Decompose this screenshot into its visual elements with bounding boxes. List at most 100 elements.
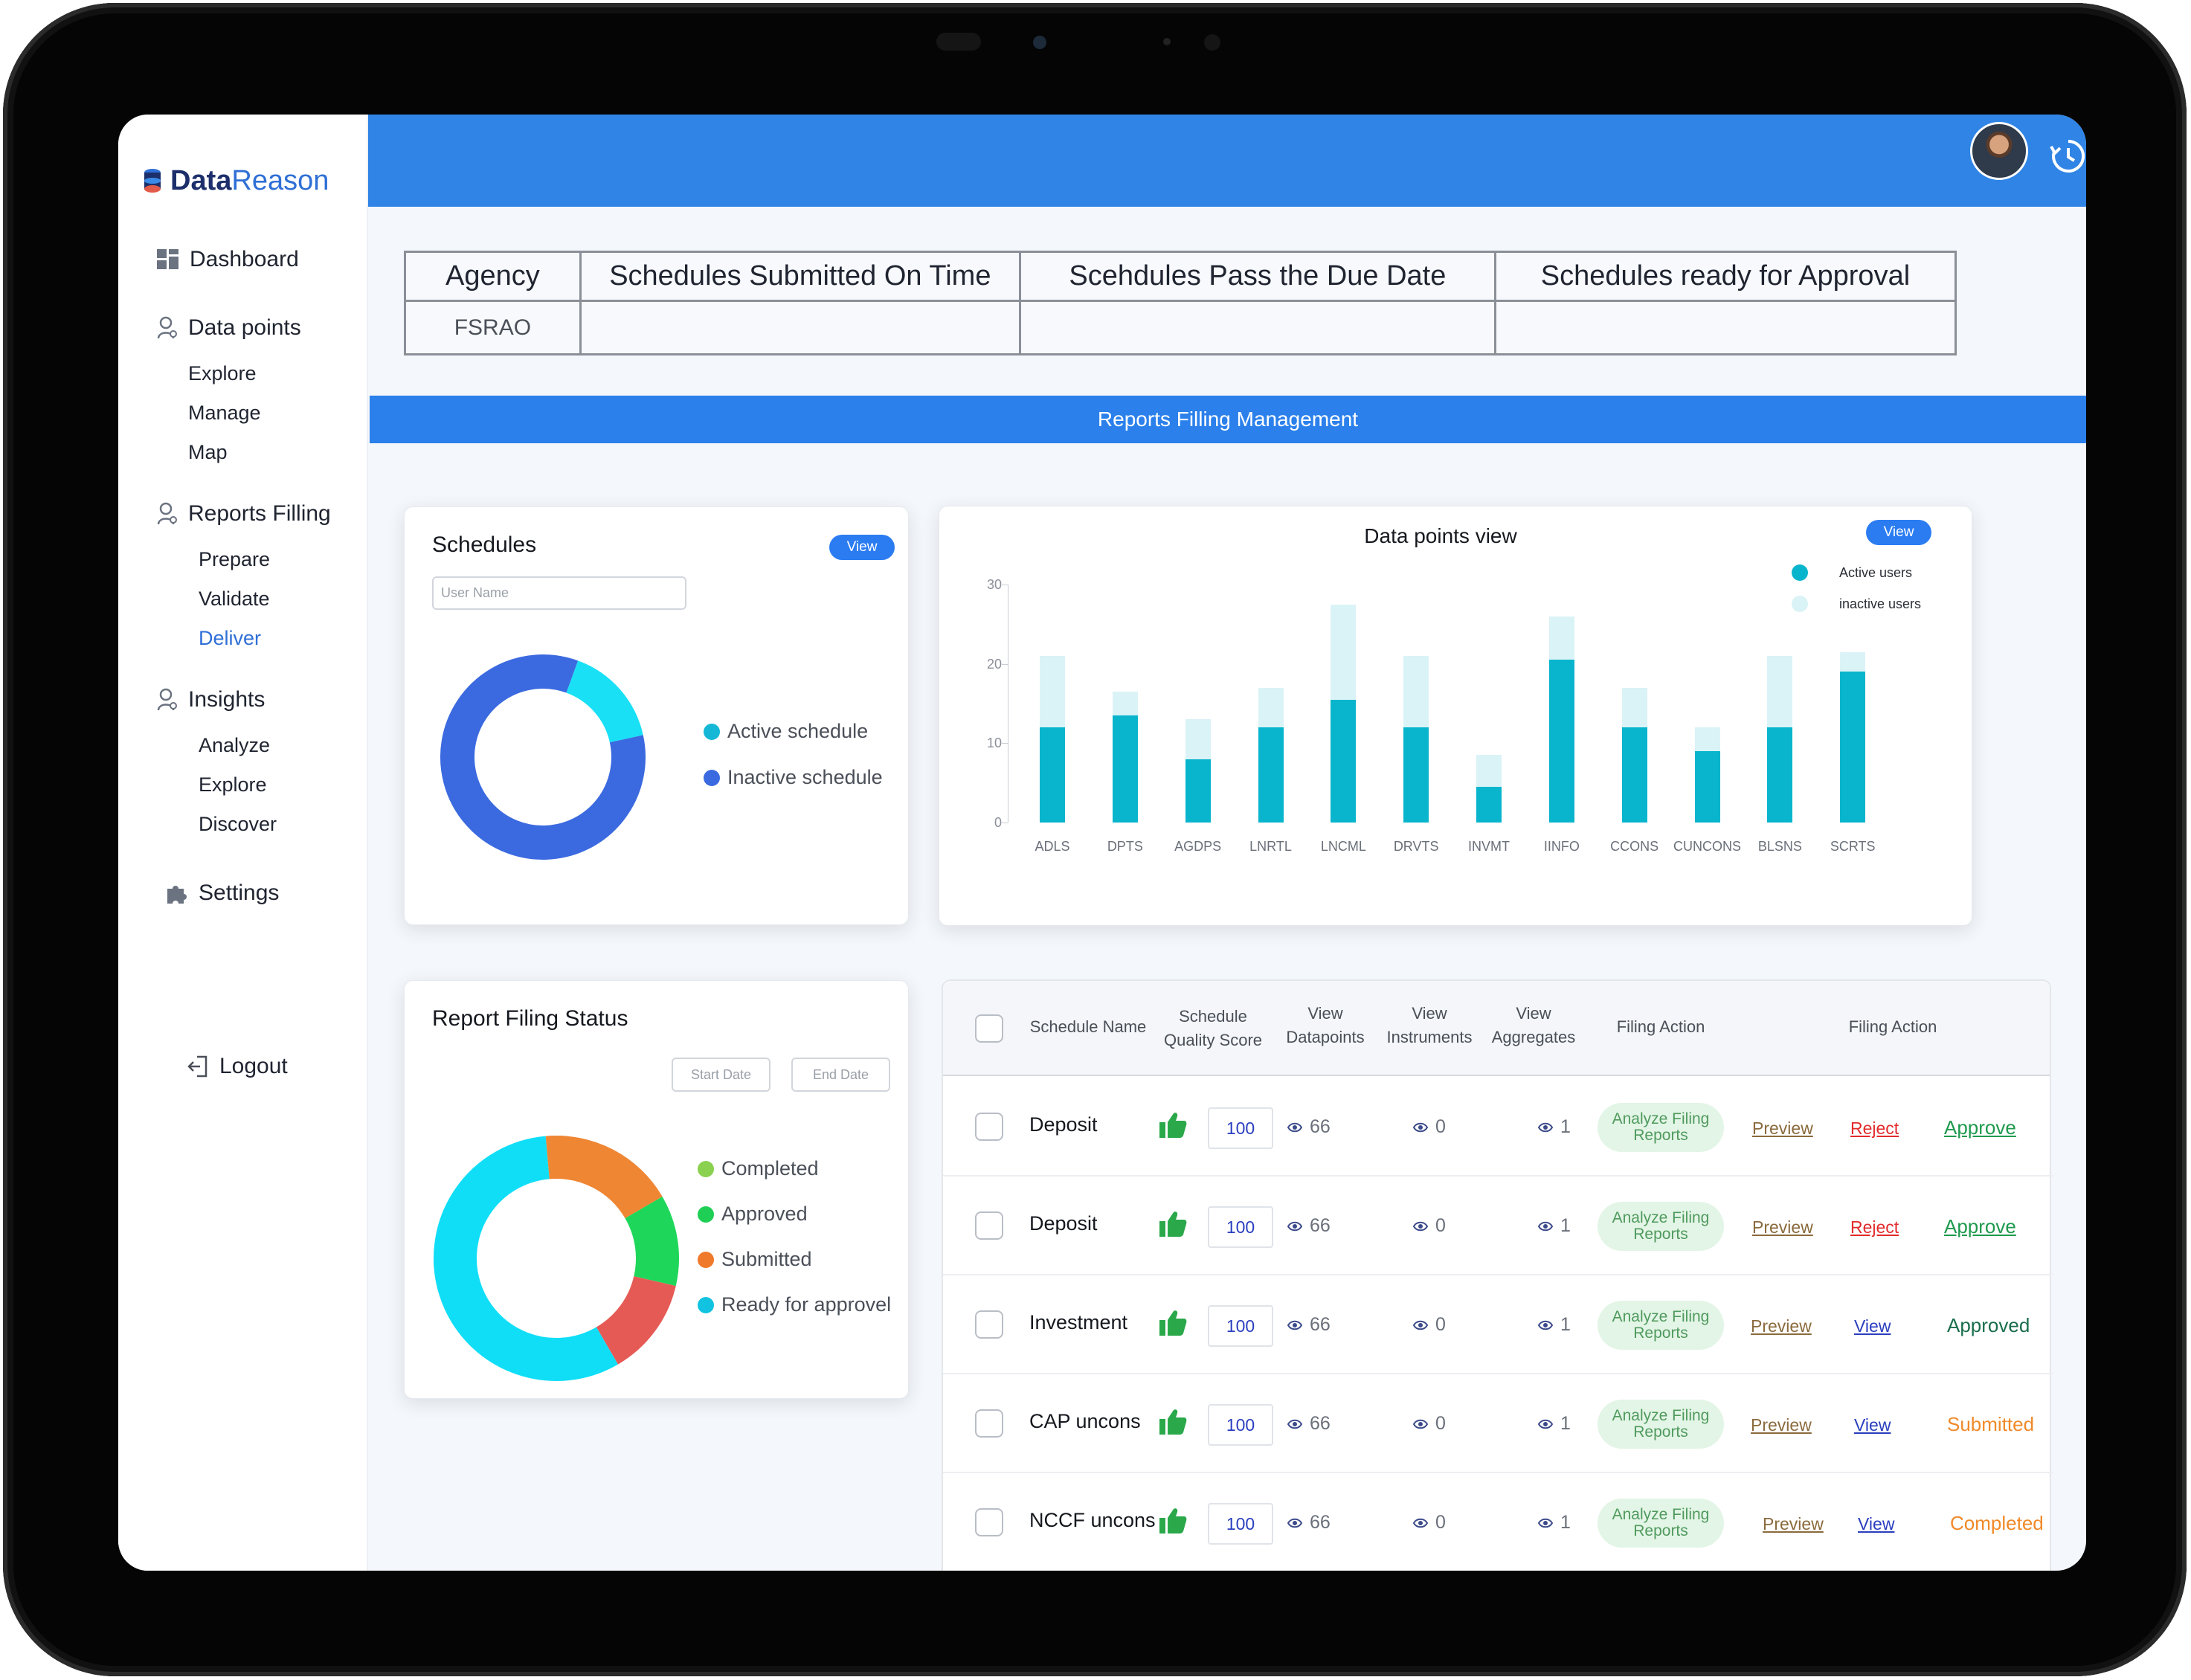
approve-link[interactable]: Approve	[1944, 1215, 2016, 1238]
analyze-filing-reports-button[interactable]: Analyze Filing Reports	[1598, 1499, 1724, 1548]
nav-reports-prepare[interactable]: Prepare	[199, 548, 271, 570]
start-date-input[interactable]: Start Date	[672, 1058, 770, 1092]
nav-insights-analyze[interactable]: Analyze	[199, 734, 271, 756]
preview-link[interactable]: Preview	[1751, 1415, 1812, 1435]
thumbs-up-icon	[1159, 1310, 1187, 1340]
row-checkbox[interactable]	[975, 1409, 1003, 1438]
view-aggregates-link[interactable]: 1	[1537, 1116, 1571, 1138]
nav-data-points-explore[interactable]: Explore	[188, 362, 257, 384]
analyze-filing-reports-button[interactable]: Analyze Filing Reports	[1598, 1301, 1724, 1350]
view-instruments-count: 0	[1435, 1512, 1446, 1533]
view-instruments-count: 0	[1435, 1314, 1446, 1335]
row-checkbox[interactable]	[975, 1113, 1003, 1141]
preview-link[interactable]: Preview	[1752, 1119, 1813, 1138]
nav-dashboard[interactable]: Dashboard	[157, 247, 299, 272]
eye-icon	[1537, 1215, 1560, 1237]
user-name-input[interactable]: User Name	[432, 576, 686, 610]
nav-settings[interactable]: Settings	[164, 881, 279, 906]
bar-adls-inactive	[1040, 656, 1065, 727]
data-points-view-button[interactable]: View	[1866, 520, 1931, 545]
eye-icon	[1412, 1413, 1435, 1435]
legend-ready-for-approvel: Ready for approvel	[698, 1293, 891, 1316]
data-points-bar-chart: 0 10 20 30 ADLS DPTS AGDPS LNRTL LNCML DRVTS INVMT…	[939, 506, 1973, 927]
avatar[interactable]	[1970, 122, 2028, 180]
history-icon[interactable]	[2044, 132, 2086, 180]
preview-link[interactable]: Preview	[1751, 1316, 1812, 1336]
view-datapoints-link[interactable]: 66	[1287, 1314, 1331, 1336]
ready-for-approval-header: Schedules ready for Approval	[1493, 251, 1957, 302]
view-aggregates-link[interactable]: 1	[1537, 1413, 1571, 1435]
bar-blsns-active	[1767, 727, 1793, 823]
view-instruments-count: 0	[1435, 1413, 1446, 1434]
reject-link[interactable]: Reject	[1850, 1217, 1899, 1237]
view-aggregates-count: 1	[1560, 1512, 1571, 1533]
nav-insights-explore[interactable]: Explore	[199, 773, 267, 796]
row-checkbox[interactable]	[975, 1508, 1003, 1536]
view-aggregates-link[interactable]: 1	[1537, 1314, 1571, 1336]
view-datapoints-link[interactable]: 66	[1287, 1512, 1331, 1533]
schedules-view-button[interactable]: View	[829, 535, 895, 560]
view-datapoints-link[interactable]: 66	[1287, 1413, 1331, 1435]
view-link[interactable]: View	[1854, 1316, 1891, 1336]
view-datapoints-link[interactable]: 66	[1287, 1215, 1331, 1237]
row-checkbox[interactable]	[975, 1310, 1003, 1339]
view-datapoints-count: 66	[1310, 1413, 1331, 1434]
y-tick-label: 20	[986, 656, 1002, 672]
nav-data-points[interactable]: Data points	[157, 315, 301, 341]
legend-dot	[698, 1206, 714, 1223]
brand-logo[interactable]: Data Reason	[141, 165, 329, 197]
report-filing-status-card: Report Filing Status Start Date End Date…	[404, 980, 909, 1399]
view-instruments-link[interactable]: 0	[1412, 1314, 1446, 1336]
legend-inactive-schedule-label: Inactive schedule	[727, 766, 883, 788]
nav-reports-validate[interactable]: Validate	[199, 588, 270, 610]
nav-insights-label: Insights	[188, 687, 266, 712]
nav-data-points-manage[interactable]: Manage	[188, 402, 261, 424]
quality-score: 100	[1208, 1107, 1273, 1149]
report-filing-status-title: Report Filing Status	[432, 1006, 628, 1031]
schedule-name: Deposit	[1029, 1113, 1098, 1136]
nav-insights-discover[interactable]: Discover	[199, 813, 277, 835]
view-aggregates-link[interactable]: 1	[1537, 1512, 1571, 1533]
view-instruments-link[interactable]: 0	[1412, 1116, 1446, 1138]
view-link[interactable]: View	[1854, 1415, 1891, 1435]
view-datapoints-link[interactable]: 66	[1287, 1116, 1331, 1138]
legend-active-users: Active users	[1792, 564, 1912, 581]
bar-iinfo-active	[1548, 660, 1574, 823]
end-date-input[interactable]: End Date	[791, 1058, 890, 1092]
nav-reports-deliver[interactable]: Deliver	[199, 627, 262, 649]
nav-insights[interactable]: Insights	[157, 687, 265, 712]
reject-link[interactable]: Reject	[1850, 1119, 1899, 1138]
submitted-on-time-cell	[579, 300, 1021, 355]
agency-summary-table: Agency Schedules Submitted On Time Scehd…	[404, 251, 1957, 355]
header-view-instruments-line1: View	[1412, 1004, 1447, 1023]
bar-iinfo-inactive	[1548, 616, 1574, 660]
view-link[interactable]: View	[1858, 1514, 1895, 1533]
donut-slice-submitted	[545, 1136, 663, 1219]
tablet-frame: Data Reason Dashboard Data points Explore…	[3, 3, 2187, 1676]
preview-link[interactable]: Preview	[1752, 1217, 1813, 1237]
analyze-filing-reports-button[interactable]: Analyze Filing Reports	[1598, 1103, 1724, 1152]
eye-icon	[1412, 1314, 1435, 1336]
nav-data-points-map[interactable]: Map	[188, 441, 228, 463]
view-aggregates-link[interactable]: 1	[1537, 1215, 1571, 1237]
schedules-card: Schedules View User Name Active schedule…	[404, 506, 909, 925]
nav-settings-label: Settings	[199, 881, 280, 905]
y-tick-label: 10	[986, 736, 1002, 751]
select-all-checkbox[interactable]	[975, 1014, 1003, 1043]
analyze-filing-reports-button[interactable]: Analyze Filing Reports	[1598, 1400, 1724, 1449]
x-tick-label-drvts: DRVTS	[1393, 839, 1439, 854]
logout-button[interactable]: Logout	[187, 1054, 288, 1079]
logout-icon	[187, 1055, 207, 1078]
view-instruments-link[interactable]: 0	[1412, 1512, 1446, 1533]
approve-link[interactable]: Approve	[1944, 1116, 2016, 1139]
analyze-filing-reports-button[interactable]: Analyze Filing Reports	[1598, 1202, 1724, 1251]
nav-reports-filling[interactable]: Reports Filling	[157, 501, 331, 527]
preview-link[interactable]: Preview	[1763, 1514, 1824, 1533]
bar-scrts-active	[1840, 672, 1866, 823]
view-instruments-link[interactable]: 0	[1412, 1413, 1446, 1435]
header-view-datapoints-line1: View	[1307, 1004, 1343, 1023]
logout-label: Logout	[219, 1054, 288, 1078]
row-checkbox[interactable]	[975, 1211, 1003, 1240]
view-instruments-link[interactable]: 0	[1412, 1215, 1446, 1237]
schedule-table: Schedule Name Schedule Quality Score Vie…	[942, 979, 2053, 1571]
